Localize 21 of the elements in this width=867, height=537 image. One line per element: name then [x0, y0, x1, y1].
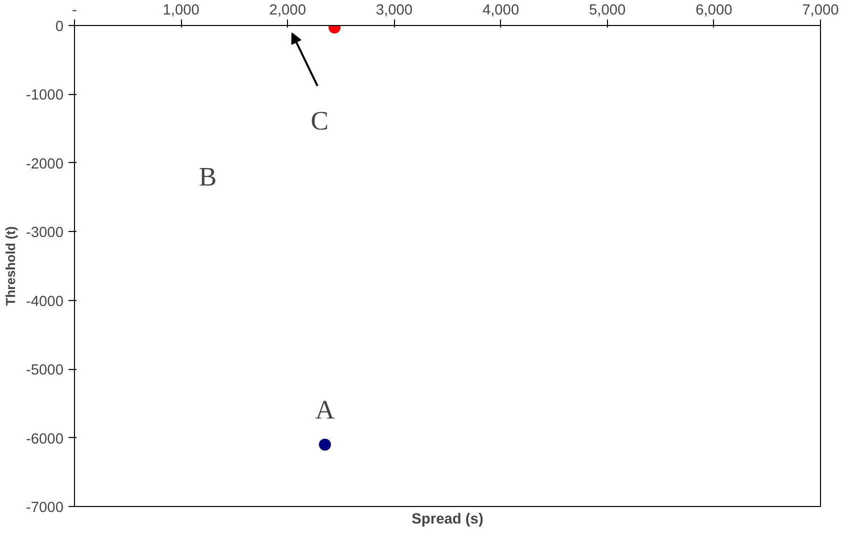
y-axis-title: Threshold (t) [3, 226, 18, 306]
y-tick-label: 0 [55, 19, 64, 35]
x-tick-label: 6,000 [696, 2, 732, 18]
y-tick-label: -5000 [26, 362, 64, 379]
x-tick-label: 2,000 [269, 2, 306, 18]
y-tick-label: -4000 [26, 294, 64, 310]
x-tick-label: 1,000 [162, 2, 200, 18]
y-tick-label: -3000 [26, 225, 64, 242]
y-tick-label: -1000 [26, 88, 64, 104]
x-axis-title: Spread (s) [412, 512, 484, 528]
annotation: B [198, 162, 217, 192]
x-tick-label: 7,000 [802, 2, 839, 18]
y-tick-label: -2000 [26, 156, 64, 172]
annotation: C [310, 105, 329, 136]
y-tick-label: -7000 [26, 500, 64, 516]
x-tick-label: 4,000 [482, 2, 520, 18]
x-tick-label: 5,000 [589, 2, 626, 18]
x-tick-label: 3,000 [376, 2, 413, 18]
annotation: A [315, 394, 336, 425]
x-tick-label: - [72, 2, 78, 18]
y-tick-label: -6000 [26, 431, 64, 448]
